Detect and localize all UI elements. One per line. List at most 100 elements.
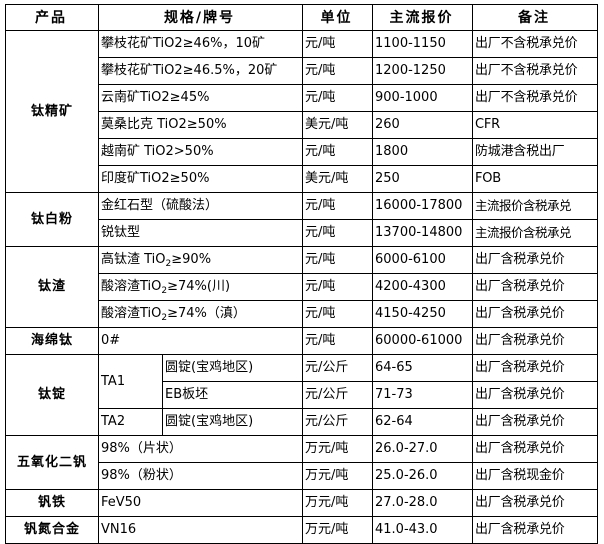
note-cell: 出厂含税承兑价: [472, 327, 598, 355]
product-name-2: 钛渣: [5, 246, 99, 328]
price-cell: 900-1000: [372, 84, 473, 112]
unit-cell: 元/吨: [302, 300, 373, 328]
table-row: 钒氮合金 VN16 万元/吨 41.0-43.0 出厂含税承兑价: [5, 516, 598, 544]
header-product: 产品: [5, 4, 99, 31]
product-name-6: 钒铁: [5, 489, 99, 517]
table-row: 酸溶渣TiO2≥74%(川) 元/吨 4200-4300 出厂含税承兑价: [6, 273, 598, 301]
spec-cell: 越南矿 TiO2>50%: [98, 138, 303, 166]
price-cell: 16000-17800: [372, 192, 473, 220]
product-name-0: 钛精矿: [5, 30, 99, 193]
note-cell: 主流报价含税承兑: [472, 192, 598, 220]
price-cell: 60000-61000: [372, 327, 473, 355]
unit-cell: 元/吨: [302, 57, 373, 85]
table-row: 98%（粉状） 万元/吨 25.0-26.0 出厂含税现金价: [6, 462, 598, 490]
table-row: 莫桑比克 TiO2≥50% 美元/吨 260 CFR: [6, 111, 598, 139]
spec-cell: 攀枝花矿TiO2≥46%，10矿: [98, 30, 303, 58]
spec-cell: 98%（片状）: [98, 435, 303, 463]
price-cell: 1800: [372, 138, 473, 166]
unit-cell: 万元/吨: [302, 516, 373, 544]
product-name-5: 五氧化二钒: [5, 435, 99, 490]
unit-cell: 元/吨: [302, 192, 373, 220]
spec-cell: 金红石型（硫酸法）: [98, 192, 303, 220]
spec-cell: VN16: [98, 516, 303, 544]
spec-cell: 酸溶渣TiO2≥74%（滇）: [98, 300, 303, 328]
table-row: 钛锭 TA1 圆锭(宝鸡地区) 元/公斤 64-65 出厂含税承兑价: [5, 354, 598, 436]
note-cell: 出厂含税承兑价: [472, 408, 598, 436]
spec-cell: FeV50: [98, 489, 303, 517]
product-name-7: 钒氮合金: [5, 516, 99, 544]
header-note: 备注: [472, 4, 598, 31]
unit-cell: 美元/吨: [302, 165, 373, 193]
table-row: 攀枝花矿TiO2≥46.5%，20矿 元/吨 1200-1250 出厂不含税承兑价: [6, 57, 598, 85]
unit-cell: 万元/吨: [302, 489, 373, 517]
table-row: 印度矿TiO2≥50% 美元/吨 250 FOB: [6, 165, 598, 193]
spec-cell: 锐钛型: [98, 219, 303, 247]
note-cell: 出厂含税承兑价: [472, 381, 598, 409]
unit-cell: 元/吨: [302, 327, 373, 355]
price-cell: 1100-1150: [372, 30, 473, 58]
unit-cell: 元/吨: [302, 273, 373, 301]
spec-cell: 98%（粉状）: [98, 462, 303, 490]
note-cell: 出厂含税承兑价: [472, 489, 598, 517]
price-table-sheet: 产品 规格/牌号 单位 主流报价 备注 钛精矿 攀枝花矿TiO2≥46%，10矿 元/吨 110…: [5, 4, 598, 544]
unit-cell: 元/吨: [302, 138, 373, 166]
price-cell: 1200-1250: [372, 57, 473, 85]
note-cell: 出厂含税承兑价: [472, 354, 598, 382]
unit-cell: 美元/吨: [302, 111, 373, 139]
note-cell: 出厂含税承兑价: [472, 435, 598, 463]
price-cell: 71-73: [372, 381, 473, 409]
price-cell: 260: [372, 111, 473, 139]
unit-cell: 元/公斤: [302, 354, 373, 382]
price-cell: 4150-4250: [372, 300, 473, 328]
table-row: 五氧化二钒 98%（片状） 万元/吨 26.0-27.0 出厂含税承兑价: [5, 435, 598, 490]
price-cell: 64-65: [372, 354, 473, 382]
spec-cell: 莫桑比克 TiO2≥50%: [98, 111, 303, 139]
spec-sub-cell: 圆锭(宝鸡地区): [162, 354, 303, 382]
note-cell: 主流报价含税承兑: [472, 219, 598, 247]
spec-sub-cell: EB板坯: [162, 381, 303, 409]
price-cell: 25.0-26.0: [372, 462, 473, 490]
table-row: 云南矿TiO2≥45% 元/吨 900-1000 出厂不含税承兑价: [6, 84, 598, 112]
unit-cell: 元/公斤: [302, 381, 373, 409]
unit-cell: 元/吨: [302, 84, 373, 112]
table-row: 钛渣 高钛渣 TiO2≥90% 元/吨 6000-6100 出厂含税承兑价: [5, 246, 598, 328]
spec-sub-cell: 圆锭(宝鸡地区): [162, 408, 303, 436]
note-cell: 出厂含税承兑价: [472, 273, 598, 301]
table-row: 钛精矿 攀枝花矿TiO2≥46%，10矿 元/吨 1100-1150 出厂不含税承兑价: [5, 30, 598, 193]
table-row: 越南矿 TiO2>50% 元/吨 1800 防城港含税出厂: [6, 138, 598, 166]
table-row: 海绵钛 0# 元/吨 60000-61000 出厂含税承兑价: [5, 327, 598, 355]
header-spec: 规格/牌号: [98, 4, 303, 31]
header-price: 主流报价: [372, 4, 473, 31]
product-name-4: 钛锭: [5, 354, 99, 436]
table-row: TA2 圆锭(宝鸡地区) 元/公斤 62-64 出厂含税承兑价: [6, 408, 598, 436]
spec-cell: 0#: [98, 327, 303, 355]
price-cell: 27.0-28.0: [372, 489, 473, 517]
spec-cell: 攀枝花矿TiO2≥46.5%，20矿: [98, 57, 303, 85]
price-cell: 4200-4300: [372, 273, 473, 301]
note-cell: 出厂不含税承兑价: [472, 30, 598, 58]
unit-cell: 元/吨: [302, 30, 373, 58]
note-cell: 防城港含税出厂: [472, 138, 598, 166]
spec-cell: 印度矿TiO2≥50%: [98, 165, 303, 193]
note-cell: 出厂不含税承兑价: [472, 57, 598, 85]
spec-cell: 云南矿TiO2≥45%: [98, 84, 303, 112]
price-cell: 6000-6100: [372, 246, 473, 274]
price-cell: 62-64: [372, 408, 473, 436]
product-name-3: 海绵钛: [5, 327, 99, 355]
header-unit: 单位: [302, 4, 373, 31]
unit-cell: 元/吨: [302, 246, 373, 274]
note-cell: 出厂含税现金价: [472, 462, 598, 490]
table-header-row: 产品 规格/牌号 单位 主流报价 备注: [5, 4, 598, 31]
price-cell: 13700-14800: [372, 219, 473, 247]
price-cell: 26.0-27.0: [372, 435, 473, 463]
table-row: 钛白粉 金红石型（硫酸法） 元/吨 16000-17800 主流报价含税承兑: [5, 192, 598, 247]
grade-cell: TA2: [98, 408, 163, 436]
unit-cell: 元/公斤: [302, 408, 373, 436]
note-cell: 出厂不含税承兑价: [472, 84, 598, 112]
price-cell: 250: [372, 165, 473, 193]
note-cell: CFR: [472, 111, 598, 139]
price-cell: 41.0-43.0: [372, 516, 473, 544]
table-row: 锐钛型 元/吨 13700-14800 主流报价含税承兑: [6, 219, 598, 247]
unit-cell: 万元/吨: [302, 435, 373, 463]
note-cell: 出厂含税承兑价: [472, 246, 598, 274]
